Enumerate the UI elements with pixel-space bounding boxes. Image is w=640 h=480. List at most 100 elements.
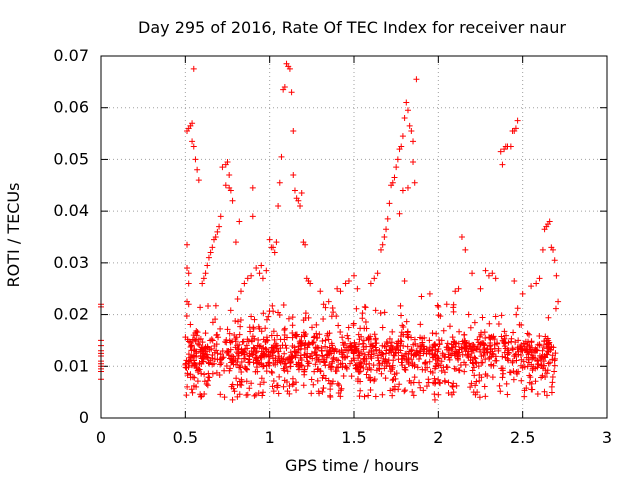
data-point xyxy=(258,375,265,382)
data-point xyxy=(499,161,506,168)
data-point xyxy=(546,359,553,366)
data-point xyxy=(283,364,290,371)
data-point xyxy=(514,305,521,312)
data-point xyxy=(359,340,366,347)
data-point xyxy=(486,343,493,350)
data-point xyxy=(551,257,558,264)
y-tick-label: 0.02 xyxy=(53,305,89,324)
data-point xyxy=(333,348,340,355)
data-point xyxy=(334,285,341,292)
data-point xyxy=(241,280,248,287)
data-point xyxy=(416,379,423,386)
data-point xyxy=(408,356,415,363)
data-point xyxy=(224,159,231,166)
data-point xyxy=(330,355,337,362)
data-point xyxy=(449,383,456,390)
data-point xyxy=(545,314,552,321)
data-point xyxy=(456,367,463,374)
data-point xyxy=(238,359,245,366)
data-point xyxy=(190,332,197,339)
data-point xyxy=(450,389,457,396)
data-point xyxy=(367,333,374,340)
data-point xyxy=(246,385,253,392)
data-point xyxy=(474,344,481,351)
data-point xyxy=(213,332,220,339)
data-point xyxy=(421,359,428,366)
data-point xyxy=(443,301,450,308)
data-point xyxy=(207,249,214,256)
data-point xyxy=(393,344,400,351)
data-point xyxy=(310,381,317,388)
data-point xyxy=(248,380,255,387)
data-point xyxy=(221,394,228,401)
data-point xyxy=(312,361,319,368)
data-point xyxy=(326,344,333,351)
data-point xyxy=(489,374,496,381)
data-point xyxy=(298,356,305,363)
data-point xyxy=(387,368,394,375)
data-point xyxy=(227,365,234,372)
data-point xyxy=(232,239,239,246)
data-point xyxy=(221,367,228,374)
data-point xyxy=(528,338,535,345)
data-point xyxy=(400,355,407,362)
data-point xyxy=(462,246,469,253)
data-point xyxy=(203,381,210,388)
data-point xyxy=(209,244,216,251)
data-point xyxy=(411,374,418,381)
data-point xyxy=(410,159,417,166)
y-tick-label: 0.07 xyxy=(53,46,89,65)
data-point xyxy=(489,350,496,357)
y-axis-label: ROTI / TECUs xyxy=(4,183,23,288)
data-point xyxy=(281,325,288,332)
y-tick-label: 0.05 xyxy=(53,149,89,168)
data-point xyxy=(192,337,199,344)
data-point xyxy=(251,316,258,323)
data-point xyxy=(552,355,559,362)
data-point xyxy=(528,283,535,290)
data-point xyxy=(495,321,502,328)
data-point xyxy=(285,315,292,322)
data-point xyxy=(262,338,269,345)
data-point xyxy=(536,342,543,349)
data-point xyxy=(546,218,553,225)
x-tick-label: 1 xyxy=(265,428,275,447)
data-point xyxy=(184,370,191,377)
data-point xyxy=(202,270,209,277)
data-point xyxy=(399,187,406,194)
data-point xyxy=(348,373,355,380)
data-point xyxy=(316,331,323,338)
data-point xyxy=(389,364,396,371)
data-point xyxy=(491,341,498,348)
axes: 0 0.01 0.02 0.03 0.04 0.05 0.06 0.07 0 0.5 1 1.5 2 2.… xyxy=(53,46,612,447)
data-point xyxy=(302,241,309,248)
data-point xyxy=(319,352,326,359)
data-point xyxy=(236,331,243,338)
data-point xyxy=(510,376,517,383)
data-point xyxy=(378,349,385,356)
data-point xyxy=(379,391,386,398)
data-point xyxy=(351,272,357,279)
data-point xyxy=(335,322,342,329)
data-point xyxy=(539,353,546,360)
data-point xyxy=(238,368,245,375)
data-point xyxy=(295,346,302,353)
data-point xyxy=(332,368,339,375)
data-point xyxy=(304,358,311,365)
data-point xyxy=(371,376,378,383)
data-point xyxy=(313,352,320,359)
data-point xyxy=(189,120,196,127)
data-point xyxy=(189,389,196,396)
data-point xyxy=(426,358,433,365)
data-point xyxy=(450,308,457,315)
data-point xyxy=(183,357,190,364)
data-point xyxy=(445,379,452,386)
data-point xyxy=(450,341,457,348)
data-point xyxy=(365,351,372,358)
data-point xyxy=(356,360,363,367)
data-point xyxy=(201,353,208,360)
data-point xyxy=(284,368,291,375)
data-point xyxy=(416,355,423,362)
data-point xyxy=(514,117,521,124)
x-tick-label: 0 xyxy=(96,428,106,447)
